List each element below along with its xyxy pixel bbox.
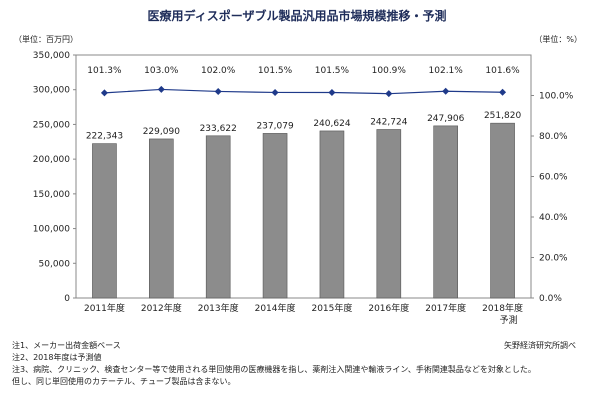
y2-tick-label: 60.0% [539,173,568,183]
growth-point [100,89,108,97]
growth-value-label: 102.1% [429,66,464,76]
growth-value-label: 101.5% [258,66,293,76]
notes-block: 注1、メーカー出荷金額ベース 注2、2018年度は予測値 注3、病院、クリニック… [12,340,587,388]
bar-value-label: 251,820 [484,111,521,121]
growth-value-label: 103.0% [144,66,179,76]
bar [92,143,117,299]
y-tick-label: 350,000 [33,51,70,61]
growth-point [499,88,507,96]
x-tick-label: 2017年度 [425,302,466,314]
growth-point [157,85,165,93]
bar-value-label: 222,343 [86,132,123,142]
x-tick-label: 2015年度 [311,302,352,314]
y-tick-label: 150,000 [33,190,70,200]
bar-value-label: 247,906 [427,114,464,124]
bar-value-label: 242,724 [370,117,407,127]
x-tick-label: 2013年度 [198,302,239,314]
y-axis-ticks: 0 50,000 100,000 150,000 200,000 250,000 300,0… [33,51,76,304]
x-tick-label: 2014年度 [255,302,296,314]
y2-tick-label: 20.0% [539,254,568,264]
bar [490,122,515,299]
bar [205,135,231,299]
x-axis-labels: 2011年度 2012年度 2013年度 2014年度 2015年度 2016年度 2017… [84,302,523,326]
y-tick-label: 200,000 [33,155,70,165]
bar-value-label: 240,624 [313,119,350,129]
growth-value-label: 100.9% [372,66,407,76]
x-tick-label: 2012年度 [141,302,182,314]
y2-axis-ticks: 0.0% 20.0% 40.0% 60.0% 80.0% 100.0% [531,92,574,304]
growth-value-label: 101.5% [315,66,350,76]
growth-value-label: 101.3% [87,66,122,76]
growth-point [214,87,222,95]
y2-tick-label: 100.0% [539,92,574,102]
x-tick-label: 2018年度 [482,302,523,314]
chart-title: 医療用ディスポーザブル製品汎用品市場規模推移・予測 [148,8,447,23]
value-labels-group: 222,343 229,090 233,622 237,079 240,624 242,7… [86,111,522,141]
bars-group [92,122,515,299]
bar [149,138,174,299]
y-tick-label: 250,000 [33,120,70,130]
growth-point [385,90,393,98]
bar [262,133,288,299]
y-tick-label: 100,000 [33,225,70,235]
growth-value-label: 101.6% [485,66,520,76]
growth-value-label: 102.0% [201,66,236,76]
right-unit-label: （単位：%） [534,34,582,44]
bar-value-label: 229,090 [143,127,180,137]
note-1: 注1、メーカー出荷金額ベース [12,341,121,350]
note-3: 注3、病院、クリニック、検査センター等で使用される単回使用の医療機器を指し、薬剤… [12,365,536,374]
x-tick-label: 2016年度 [368,302,409,314]
left-unit-label: （単位：百万円） [14,34,78,44]
y-tick-label: 50,000 [39,259,71,269]
bar [376,129,402,299]
note-4: 但し、同じ単回使用のカテーテル、チューブ製品は含まない。 [12,377,236,386]
x-tick-label: 2011年度 [84,302,125,314]
y-tick-label: 0 [64,294,70,304]
bar [319,130,345,299]
bar-value-label: 233,622 [200,124,237,134]
bar [433,125,458,299]
growth-point [442,87,450,95]
growth-point [271,88,279,96]
growth-series-line [104,88,503,95]
y2-tick-label: 80.0% [539,132,568,142]
growth-line-group: 101.3% 103.0% 102.0% 101.5% 101.5% 100.9% 102.… [87,66,520,98]
bar-value-label: 237,079 [256,121,293,131]
forecast-label: 予測 [500,314,518,326]
note-2: 注2、2018年度は予測値 [12,353,102,362]
y2-tick-label: 40.0% [539,213,568,223]
y-tick-label: 300,000 [33,86,70,96]
source-label: 矢野経済研究所調べ [504,341,576,350]
growth-point [328,88,336,96]
y2-tick-label: 0.0% [539,294,562,304]
